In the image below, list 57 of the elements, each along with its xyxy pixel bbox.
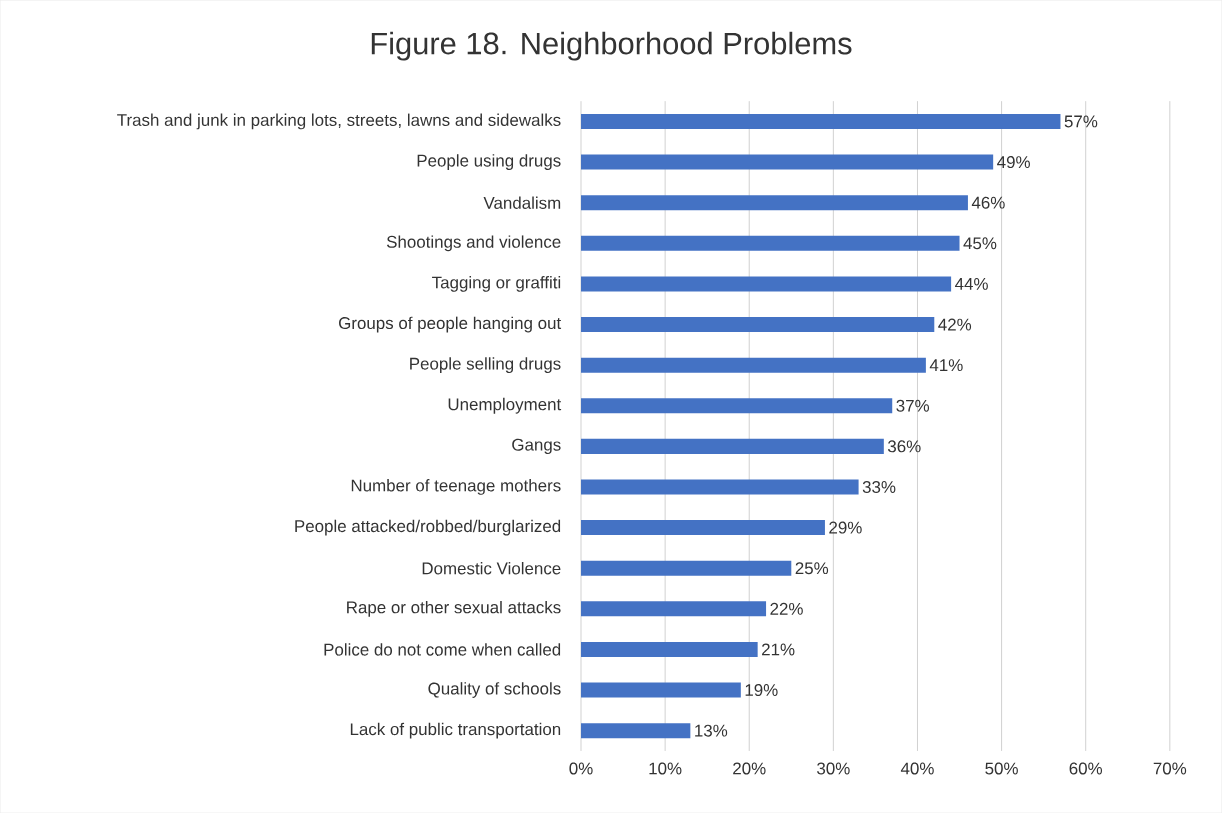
bar	[581, 682, 741, 698]
data-label: 49%	[997, 156, 1030, 169]
y-tick-label: Groups of people hanging out	[339, 316, 562, 333]
bar	[581, 438, 884, 454]
bar	[581, 520, 825, 536]
y-tick-label: Number of teenage mothers	[351, 479, 561, 495]
x-tick-label: 20%	[733, 762, 766, 775]
data-label: 21%	[762, 643, 795, 656]
y-tick-label: Quality of schools	[428, 682, 561, 698]
bar	[581, 723, 691, 739]
data-label: 13%	[695, 724, 728, 737]
y-tick-label: People attacked/robbed/burglarized	[295, 519, 561, 536]
data-label: 36%	[887, 440, 921, 453]
y-tick-label: Rape or other sexual attacks	[347, 600, 561, 617]
bar	[581, 641, 758, 657]
bar	[581, 276, 952, 292]
bar	[581, 398, 893, 414]
bar	[581, 560, 792, 576]
y-tick-label: Shootings and violence	[386, 235, 561, 252]
y-tick-label: Domestic Violence	[422, 561, 561, 575]
x-tick-label: 40%	[900, 762, 934, 775]
bar	[581, 235, 960, 251]
x-tick-label: 10%	[649, 762, 682, 775]
y-tick-label: Tagging or graffiti	[432, 275, 561, 292]
bar	[581, 316, 935, 332]
y-tick-label: Lack of public transportation	[350, 722, 561, 739]
data-label: 22%	[770, 602, 803, 615]
data-label: 57%	[1064, 115, 1098, 128]
y-tick-label: People selling drugs	[410, 357, 561, 373]
y-tick-label: Unemployment	[448, 397, 562, 414]
data-label: 29%	[829, 521, 862, 534]
x-tick-label: 70%	[1153, 762, 1187, 775]
bar	[581, 357, 926, 373]
data-label: 45%	[963, 237, 997, 250]
data-label: 37%	[896, 399, 930, 412]
bar	[581, 479, 859, 495]
data-label: 33%	[862, 480, 896, 493]
bar	[581, 113, 1061, 129]
data-label: 42%	[938, 318, 972, 331]
bar	[581, 154, 994, 170]
chart-title: Figure 18. Neighborhood Problems	[371, 31, 852, 61]
y-tick-label: Trash and junk in parking lots, streets, lawns and sidewalks	[117, 113, 561, 130]
x-tick-label: 30%	[817, 762, 850, 775]
y-tick-label: People using drugs	[417, 154, 561, 170]
x-tick-label: 60%	[1069, 762, 1103, 775]
data-label: 19%	[745, 683, 778, 696]
x-tick-label: 0%	[569, 762, 593, 775]
y-tick-label: Gangs	[512, 438, 561, 454]
x-tick-label: 50%	[985, 762, 1018, 775]
data-label: 46%	[971, 196, 1005, 209]
bar	[581, 195, 968, 211]
bar	[581, 601, 767, 617]
data-label: 25%	[795, 562, 829, 575]
data-label: 41%	[929, 359, 963, 371]
data-label: 44%	[955, 277, 988, 290]
y-tick-label: Vandalism	[483, 196, 561, 209]
y-tick-label: Police do not come when called	[324, 643, 561, 656]
